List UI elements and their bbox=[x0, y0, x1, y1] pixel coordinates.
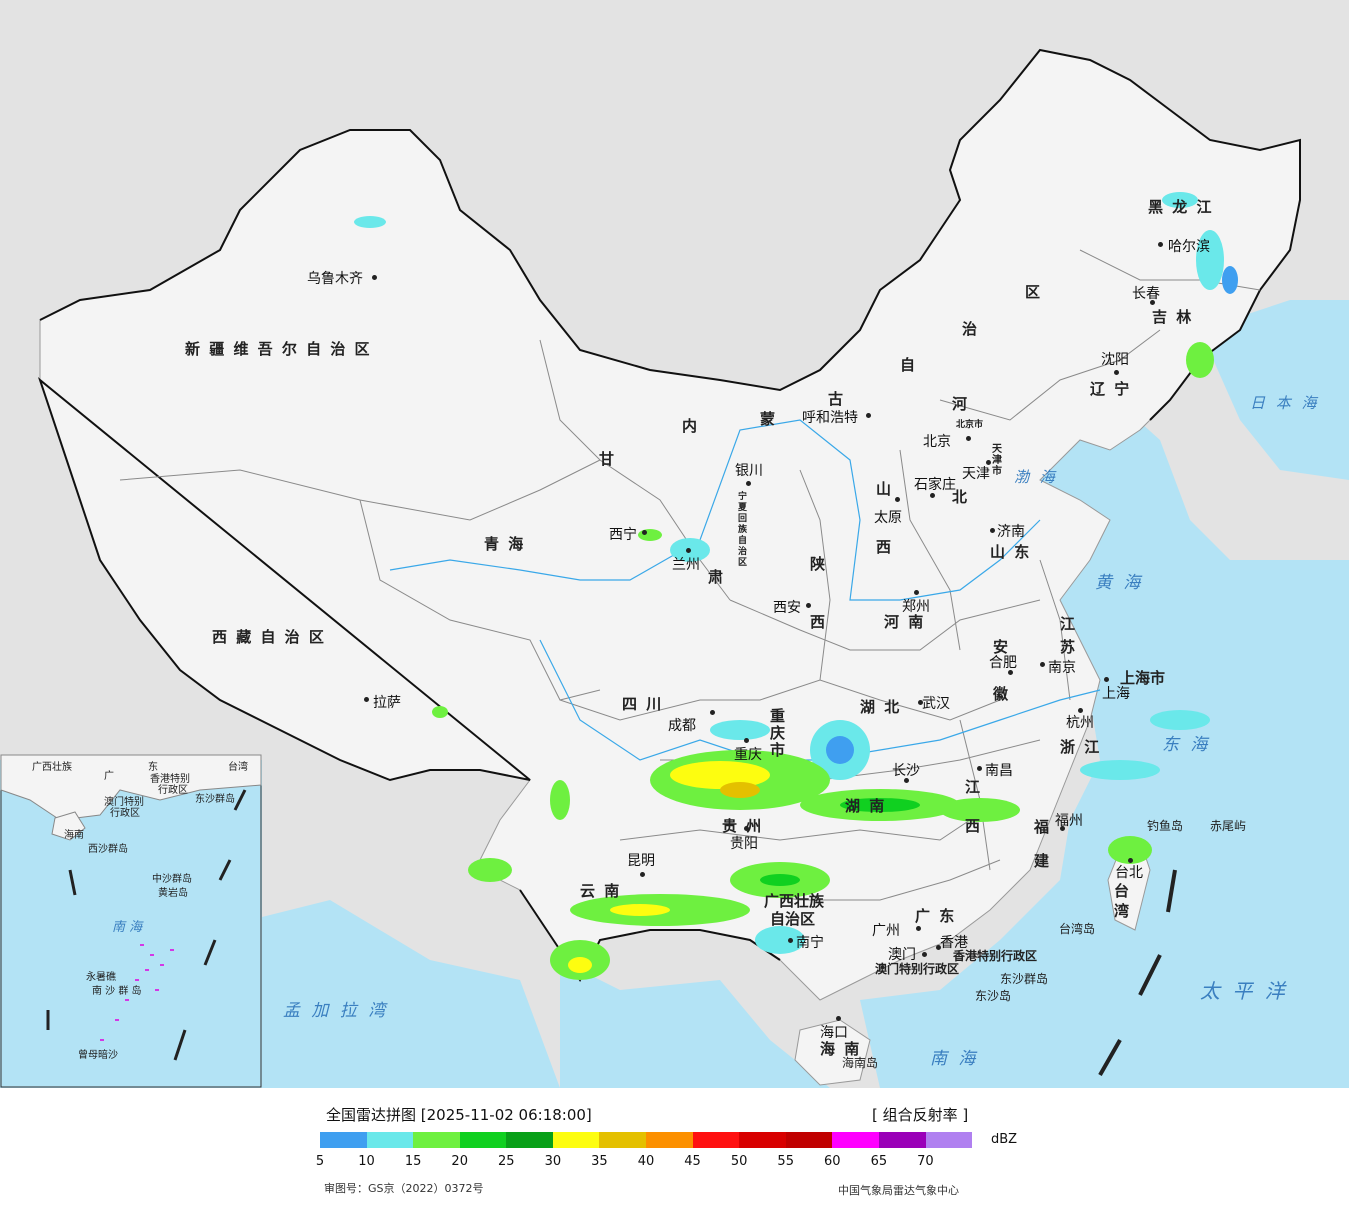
legend-tick-label: 65 bbox=[870, 1154, 888, 1169]
legend-title: 全国雷达拼图 [2025-11-02 06:18:00] bbox=[326, 1106, 592, 1124]
legend-tick-label: 30 bbox=[544, 1154, 562, 1169]
national-border bbox=[37, 48, 1301, 982]
legend-swatch bbox=[878, 1132, 926, 1148]
legend-tick-label: 20 bbox=[451, 1154, 468, 1169]
legend-swatch bbox=[459, 1132, 507, 1148]
legend-panel: 全国雷达拼图 [2025-11-02 06:18:00] [ 组合反射率 ] d… bbox=[0, 1088, 1349, 1208]
legend-swatch bbox=[320, 1132, 367, 1148]
legend-swatch bbox=[785, 1132, 833, 1148]
legend-tick-label: 70 bbox=[917, 1154, 934, 1169]
legend-color-bar bbox=[320, 1132, 973, 1148]
legend-swatch bbox=[366, 1132, 414, 1148]
radar-echoes bbox=[354, 192, 1238, 980]
legend-swatch bbox=[552, 1132, 600, 1148]
legend-tick-label: 10 bbox=[358, 1154, 375, 1169]
legend-tick-label: 55 bbox=[777, 1154, 794, 1169]
legend-tick-label: 5 bbox=[315, 1154, 325, 1169]
legend-swatch bbox=[506, 1132, 553, 1148]
legend-swatch bbox=[646, 1132, 693, 1148]
legend-swatch bbox=[413, 1132, 460, 1148]
province-borders bbox=[119, 249, 1261, 901]
legend-tick-label: 25 bbox=[498, 1154, 515, 1169]
legend-swatch bbox=[599, 1132, 647, 1148]
legend-product: [ 组合反射率 ] bbox=[872, 1106, 969, 1124]
legend-tick-label: 45 bbox=[684, 1154, 701, 1169]
legend-tick-label: 50 bbox=[730, 1154, 748, 1169]
legend-tick-label: 40 bbox=[637, 1154, 655, 1169]
sea-boundary-marks bbox=[1098, 869, 1177, 1076]
legend-swatch bbox=[739, 1132, 786, 1148]
legend-unit: dBZ bbox=[991, 1132, 1018, 1147]
legend-tick-label: 35 bbox=[591, 1154, 608, 1169]
radar-map bbox=[0, 0, 1349, 1088]
legend-ticks: 5 10 15 20 25 30 35 40 45 50 55 60 65 70 bbox=[316, 1154, 972, 1172]
legend-tick-label: 15 bbox=[404, 1154, 422, 1169]
legend-tick-label: 60 bbox=[824, 1154, 841, 1169]
legend-swatch bbox=[692, 1132, 740, 1148]
legend-swatch bbox=[832, 1132, 879, 1148]
legend-swatch bbox=[925, 1132, 973, 1148]
legend-approval: 审图号：GS京（2022）0372号 bbox=[324, 1182, 484, 1195]
legend-source: 中国气象局雷达气象中心 bbox=[838, 1184, 959, 1197]
south-china-sea-inset bbox=[0, 754, 262, 1088]
